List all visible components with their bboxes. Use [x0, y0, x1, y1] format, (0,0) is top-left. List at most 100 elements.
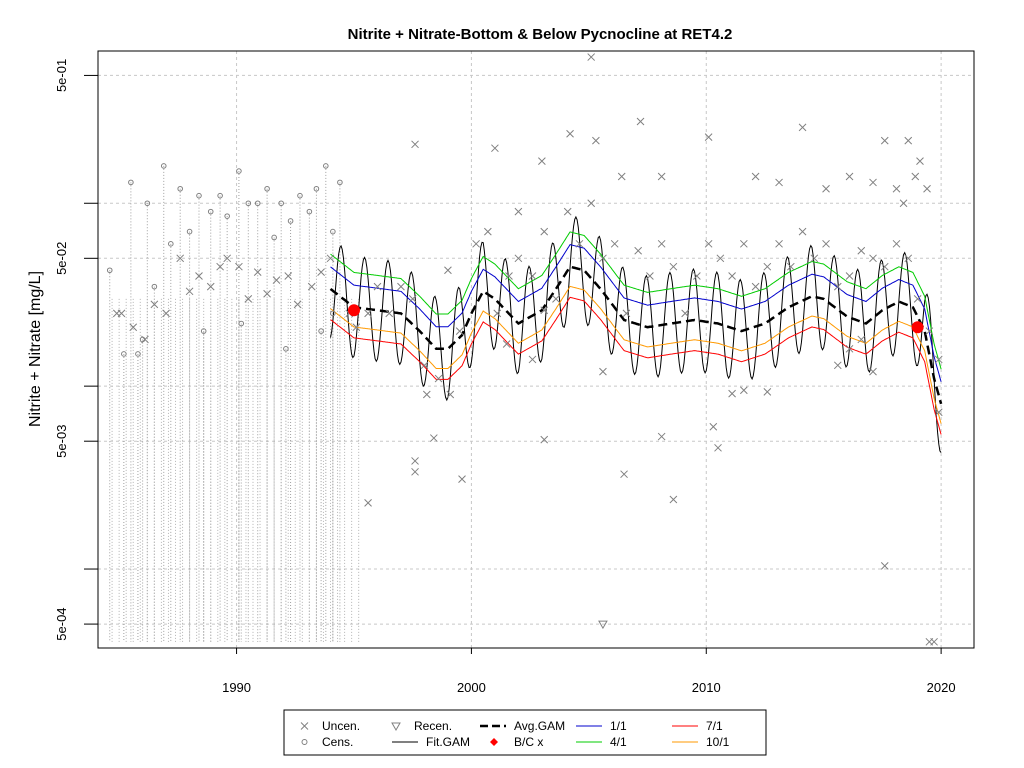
- uncensored-point: [599, 254, 607, 263]
- uncensored-point: [880, 562, 889, 570]
- uncensored-point: [617, 172, 626, 181]
- uncensored-point: [235, 262, 243, 271]
- uncensored-point: [822, 239, 830, 248]
- legend-box: [283, 709, 767, 756]
- seasonal-line-7-1: [330, 296, 942, 435]
- uncensored-point: [364, 309, 372, 318]
- uncensored-point: [934, 355, 943, 364]
- uncensored-point: [704, 239, 713, 248]
- uncensored-point: [538, 157, 546, 165]
- uncensored-point: [373, 282, 382, 291]
- uncensored-point: [575, 239, 584, 248]
- censored-point: [330, 228, 336, 235]
- legend-label: Fit.GAM: [426, 735, 470, 749]
- uncensored-point: [117, 309, 126, 318]
- censored-point: [177, 185, 183, 192]
- uncensored-point: [646, 272, 654, 280]
- uncensored-point: [798, 123, 807, 132]
- legend-label: 4/1: [610, 735, 627, 749]
- censored-point: [224, 213, 230, 219]
- series-lines: [329, 215, 943, 453]
- uncensored-point: [916, 157, 924, 165]
- censored-point: [245, 200, 252, 207]
- censored-point: [283, 346, 289, 352]
- uncensored-point: [622, 309, 631, 318]
- legend-symbol: [391, 722, 401, 732]
- legend-label: Recen.: [414, 719, 452, 733]
- uncensored-point: [869, 254, 877, 263]
- censored-point: [186, 228, 193, 235]
- censored-point: [236, 168, 242, 174]
- uncensored-point: [716, 254, 725, 263]
- uncensored-point: [420, 361, 429, 370]
- censored-point: [135, 351, 141, 357]
- uncensored-point: [434, 374, 443, 383]
- uncensored-point: [845, 172, 854, 181]
- legend-label: 1/1: [610, 719, 627, 733]
- legend-item: 1/1: [576, 719, 627, 733]
- uncensored-point: [150, 300, 159, 309]
- uncensored-point: [493, 309, 502, 318]
- censored-point: [337, 179, 343, 186]
- uncensored-point: [411, 140, 419, 149]
- uncensored-point: [904, 136, 913, 145]
- uncensored-point: [892, 184, 901, 193]
- uncensored-point: [739, 386, 748, 395]
- fit-gam-line: [330, 215, 942, 453]
- censored-point: [128, 179, 134, 186]
- legend-symbol: [300, 722, 309, 730]
- censored-point: [330, 310, 336, 317]
- censored-point: [121, 351, 127, 357]
- uncensored-point: [934, 408, 943, 417]
- uncensored-point: [528, 272, 537, 280]
- data-points: [106, 53, 943, 646]
- censored-point: [238, 320, 245, 327]
- uncensored-point: [429, 434, 438, 442]
- uncensored-point: [763, 388, 772, 396]
- uncensored-point: [775, 239, 783, 248]
- uncensored-point: [657, 172, 666, 181]
- uncensored-point: [223, 254, 232, 263]
- legend-label: 10/1: [706, 735, 730, 749]
- censored-point: [313, 185, 320, 192]
- uncensored-point: [693, 272, 701, 280]
- uncensored-point: [253, 268, 262, 277]
- uncensored-point: [185, 287, 194, 296]
- legend: Uncen. Cens. Recen. Fit.GAM Avg.GAM B/C x 1/1 4…: [283, 709, 767, 756]
- seasonal-line-1-1: [330, 244, 942, 382]
- x-tick-label: 1990: [222, 680, 251, 695]
- uncensored-point: [244, 295, 253, 303]
- uncensored-point: [540, 435, 549, 444]
- legend-item: 4/1: [576, 735, 627, 749]
- uncensored-point: [892, 239, 901, 248]
- legend-label: Avg.GAM: [514, 719, 565, 733]
- chart-title: Nitrite + Nitrate-Bottom & Below Pycnocl…: [348, 26, 733, 43]
- censored-point: [144, 200, 151, 207]
- uncensored-point: [869, 367, 877, 376]
- uncensored-point: [446, 390, 455, 399]
- uncensored-point: [845, 272, 854, 280]
- legend-label: Cens.: [322, 735, 353, 749]
- legend-symbol: [301, 739, 308, 745]
- uncensored-point: [704, 133, 713, 141]
- legend-label: B/C x: [514, 735, 543, 749]
- uncensored-point: [514, 207, 523, 216]
- legend-item: 7/1: [672, 719, 723, 733]
- uncensored-point: [681, 309, 689, 318]
- uncensored-point: [491, 144, 499, 153]
- uncensored-point: [484, 227, 492, 236]
- uncensored-point: [930, 637, 938, 646]
- uncensored-point: [364, 499, 372, 507]
- censored-point: [271, 234, 277, 241]
- y-tick-label: 5e-01: [54, 59, 69, 92]
- uncensored-point: [728, 272, 736, 280]
- censored-point: [254, 200, 261, 207]
- uncensored-point: [293, 300, 302, 309]
- uncensored-point: [472, 239, 480, 248]
- censored-point: [168, 241, 174, 247]
- legend-item: Recen.: [391, 719, 452, 733]
- censored-point: [306, 208, 313, 215]
- uncensored-point: [206, 282, 215, 291]
- uncensored-point: [397, 282, 405, 291]
